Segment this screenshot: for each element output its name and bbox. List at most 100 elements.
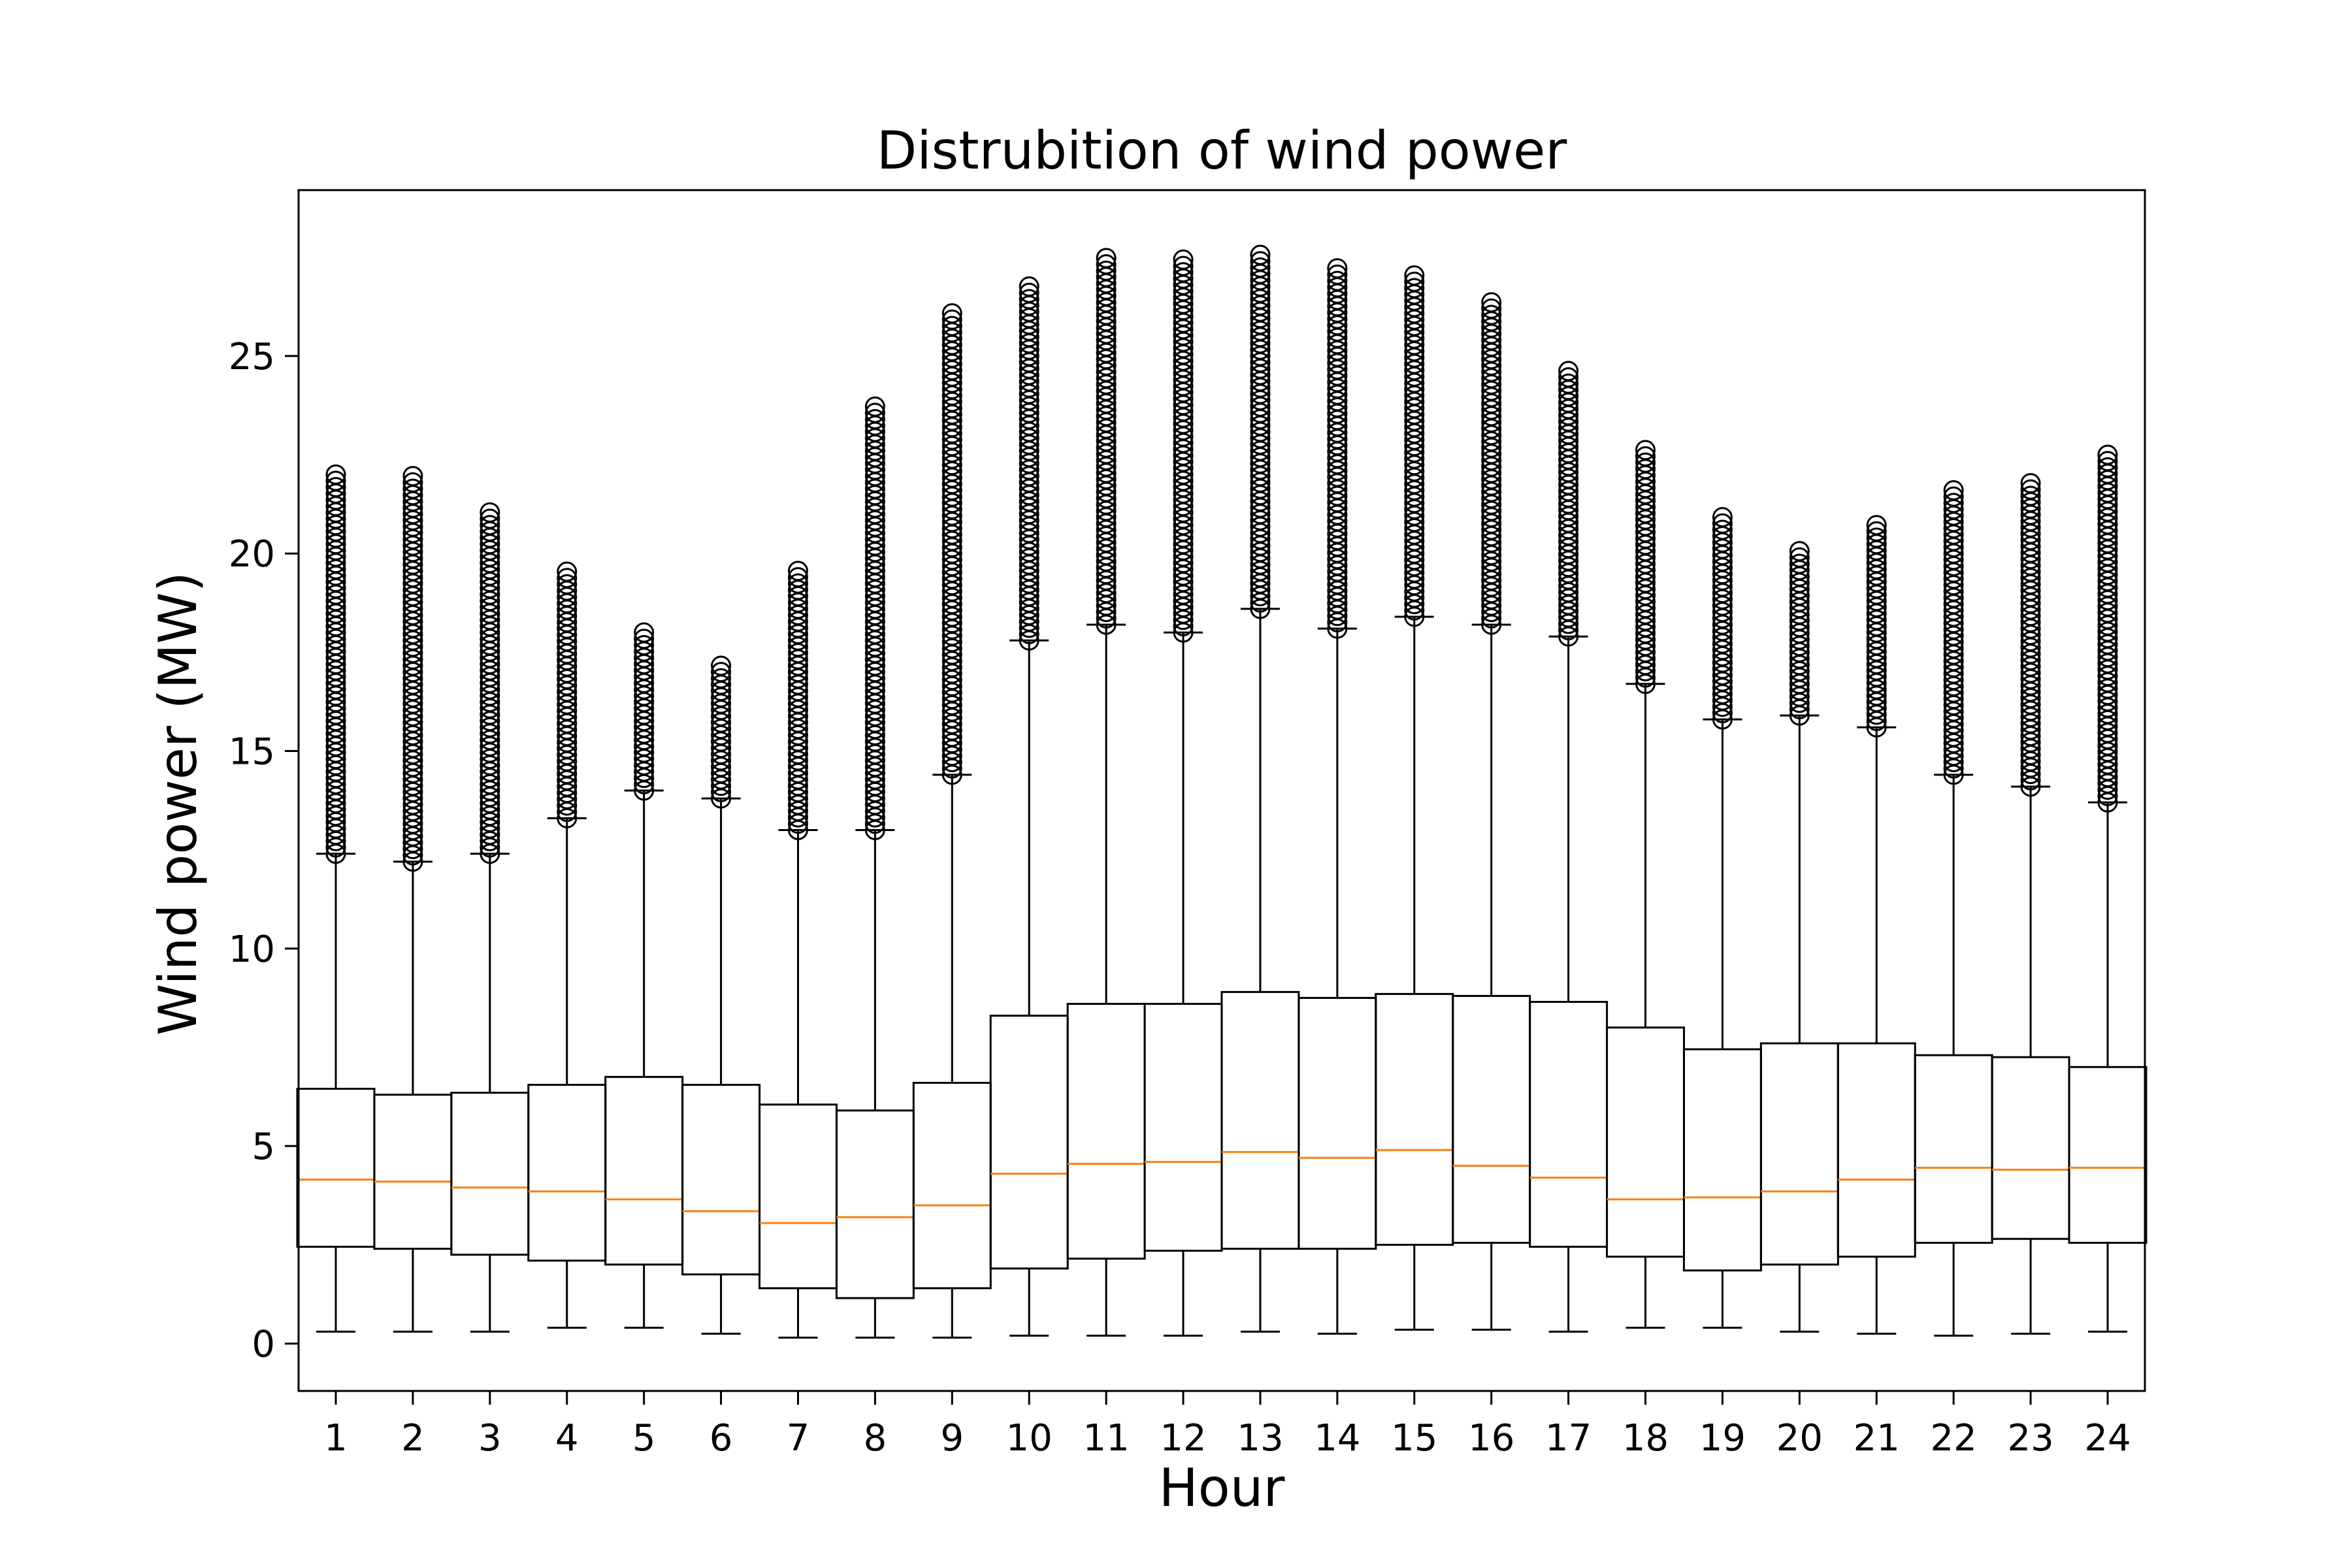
outlier-point (711, 668, 732, 689)
outlier-point (2020, 485, 2041, 506)
chart-title: Distrubition of wind power (877, 120, 1567, 181)
outlier-point (941, 303, 962, 324)
outlier-point (1019, 276, 1039, 297)
outlier-point (1866, 515, 1887, 536)
x-tick-label: 2 (401, 1417, 425, 1460)
outlier-point (1481, 304, 1502, 325)
outlier-point (864, 396, 885, 417)
outlier-point (1173, 255, 1194, 276)
outlier-point (1404, 271, 1425, 292)
outlier-point (1866, 527, 1887, 548)
y-tick-label: 25 (229, 336, 275, 378)
x-tick-label: 14 (1314, 1417, 1360, 1460)
outlier-point (1789, 541, 1810, 562)
outlier-point (1250, 251, 1271, 272)
outlier-point (1173, 249, 1194, 270)
outlier-point (1789, 553, 1810, 574)
outlier-point (634, 629, 655, 649)
outlier-point (1558, 367, 1579, 388)
outlier-point (1943, 480, 1964, 500)
outlier-point (1250, 244, 1271, 265)
outlier-point (325, 477, 346, 498)
outlier-point (1712, 519, 1733, 540)
box (2068, 1066, 2148, 1244)
x-tick-label: 8 (864, 1417, 887, 1460)
outlier-point (1712, 507, 1733, 528)
x-tick-label: 16 (1468, 1417, 1514, 1460)
outlier-point (1635, 440, 1656, 461)
y-tick-label: 5 (252, 1126, 275, 1168)
x-tick-label: 21 (1854, 1417, 1900, 1460)
outlier-point (1250, 257, 1271, 278)
x-tick-label: 12 (1160, 1417, 1206, 1460)
outlier-point (1943, 486, 1964, 507)
outlier-point (1481, 292, 1502, 313)
outlier-point (2020, 479, 2041, 500)
x-tick-label: 22 (1931, 1417, 1977, 1460)
x-tick-label: 5 (632, 1417, 656, 1460)
outlier-point (402, 472, 423, 493)
outlier-point (1635, 446, 1656, 467)
outlier-point (711, 662, 732, 683)
outlier-point (2097, 457, 2118, 478)
outlier-point (480, 508, 500, 529)
outlier-point (1173, 262, 1194, 283)
outlier-point (1096, 254, 1117, 275)
y-tick-label: 20 (229, 533, 275, 576)
outlier-point (1712, 513, 1733, 534)
x-tick-label: 18 (1622, 1417, 1669, 1460)
y-tick-label: 0 (252, 1323, 275, 1365)
x-axis-label: Hour (1159, 1458, 1285, 1518)
x-tick-label: 9 (940, 1417, 964, 1460)
outlier-point (1789, 547, 1810, 568)
outlier-point (1866, 521, 1887, 542)
x-tick-label: 15 (1391, 1417, 1437, 1460)
outlier-point (1404, 265, 1425, 286)
x-tick-label: 7 (787, 1417, 810, 1460)
outlier-point (787, 561, 808, 581)
outlier-point (1558, 361, 1579, 382)
outlier-point (941, 316, 962, 336)
outlier-point (787, 573, 808, 594)
outlier-point (2097, 444, 2118, 465)
outlier-point (1558, 373, 1579, 394)
outlier-point (1404, 278, 1425, 299)
x-tick-label: 4 (555, 1417, 579, 1460)
outlier-point (864, 409, 885, 430)
outlier-point (2097, 451, 2118, 472)
x-tick-label: 6 (710, 1417, 733, 1460)
x-tick-label: 10 (1006, 1417, 1053, 1460)
x-tick-label: 19 (1699, 1417, 1746, 1460)
y-tick-label: 15 (229, 731, 275, 774)
outlier-point (1096, 248, 1117, 269)
outlier-point (325, 464, 346, 485)
outlier-point (1635, 452, 1656, 473)
x-tick-label: 24 (2084, 1417, 2131, 1460)
outlier-point (941, 309, 962, 330)
outlier-point (864, 402, 885, 423)
outlier-point (557, 574, 578, 595)
outlier-point (557, 568, 578, 589)
x-tick-label: 1 (324, 1417, 348, 1460)
outlier-point (1327, 264, 1348, 285)
outlier-point (1327, 270, 1348, 291)
x-tick-label: 3 (478, 1417, 502, 1460)
outlier-point (557, 561, 578, 582)
plot-frame (297, 189, 2146, 1392)
outlier-point (480, 502, 500, 523)
outlier-point (634, 635, 655, 656)
outlier-point (1327, 258, 1348, 279)
x-tick-label: 11 (1083, 1417, 1129, 1460)
outlier-point (402, 478, 423, 499)
outlier-point (711, 655, 732, 676)
outlier-point (1096, 260, 1117, 281)
outlier-point (480, 515, 500, 536)
outlier-point (1019, 282, 1039, 303)
x-tick-label: 23 (2007, 1417, 2053, 1460)
y-axis-label: Wind power (MW) (148, 572, 208, 1036)
x-tick-label: 20 (1776, 1417, 1823, 1460)
x-tick-label: 17 (1545, 1417, 1592, 1460)
